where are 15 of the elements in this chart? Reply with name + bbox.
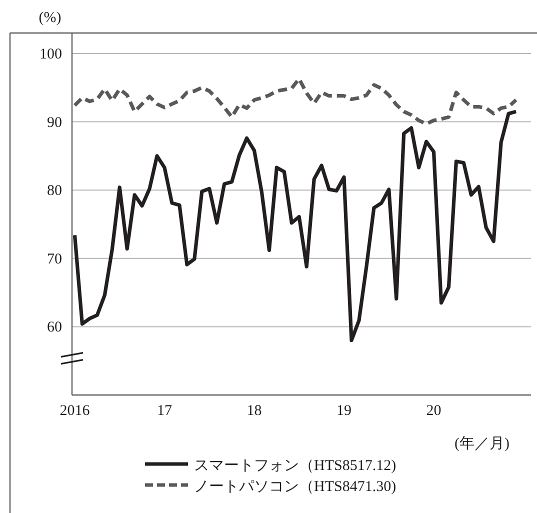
y-tick-label: 100 (40, 46, 62, 62)
x-tick-label: 20 (426, 403, 442, 419)
x-tick-label: 18 (246, 403, 262, 419)
y-tick-label: 70 (47, 251, 62, 268)
x-tick-label: 2016 (60, 403, 90, 419)
x-tick-label: 17 (157, 403, 172, 419)
y-axis-title: (%) (38, 10, 62, 26)
x-axis-title: (年／月) (454, 435, 510, 452)
line-series (72, 110, 518, 342)
y-tick-label: 60 (47, 320, 62, 336)
y-tick-label: 90 (47, 114, 62, 131)
legend-label: ノートパソコン（HTS8471.30) (194, 479, 396, 495)
x-tick-label: 19 (336, 403, 352, 419)
y-tick-label: 80 (47, 183, 62, 200)
legend-label: スマートフォン（HTS8517.12) (194, 458, 396, 474)
